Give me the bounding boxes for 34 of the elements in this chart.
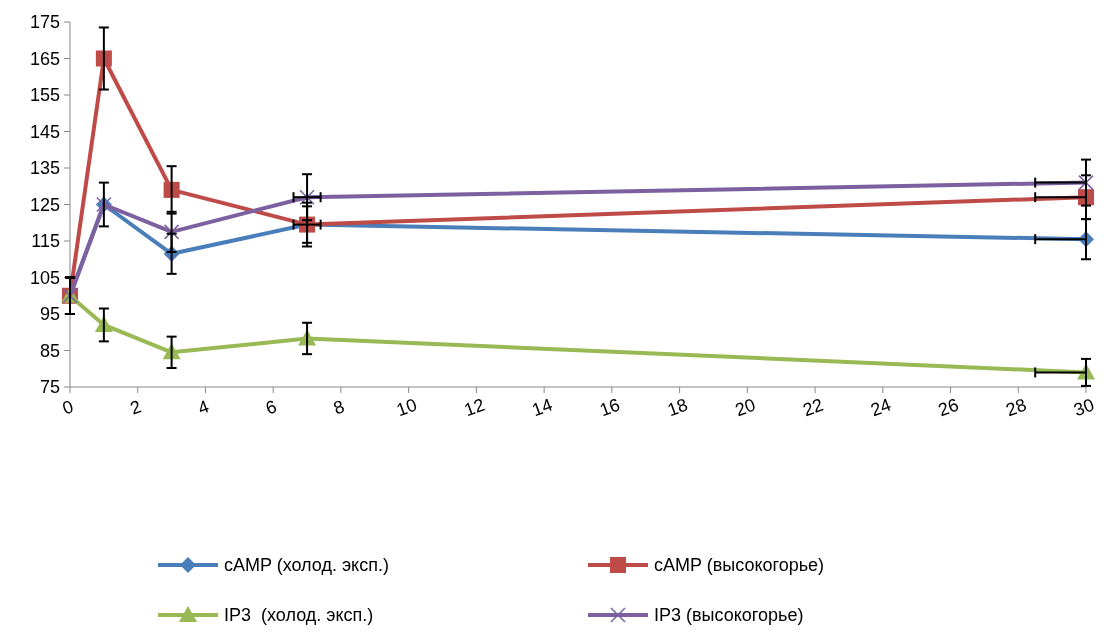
x-tick-label: 26 xyxy=(935,394,962,421)
y-tick-label: 155 xyxy=(29,85,60,106)
x-tick-label: 28 xyxy=(1003,394,1030,421)
x-tick-label: 22 xyxy=(800,394,826,421)
x-tick-label: 2 xyxy=(127,396,144,419)
x-tick-label: 18 xyxy=(664,394,691,421)
y-tick-label: 135 xyxy=(29,158,60,179)
point xyxy=(299,189,315,205)
x-tick-label: 24 xyxy=(867,394,894,421)
x-tick-label: 4 xyxy=(195,396,212,419)
x-tick-label: 14 xyxy=(529,394,555,421)
y-tick-label: 145 xyxy=(29,121,60,142)
y-tick-label: 75 xyxy=(39,377,60,398)
x-tick-label: 20 xyxy=(732,394,759,421)
y-tick-label: 175 xyxy=(29,12,60,33)
point xyxy=(1078,174,1094,191)
legend-label: cAMP (холод. эксп.) xyxy=(224,555,389,576)
y-tick-label: 115 xyxy=(31,231,60,252)
point xyxy=(163,224,180,240)
y-tick-label: 165 xyxy=(29,48,60,69)
y-tick-label: 95 xyxy=(39,304,60,325)
x-tick-label: 8 xyxy=(330,396,348,419)
y-tick-label: 85 xyxy=(39,340,60,361)
x-tick-label: 6 xyxy=(263,396,280,419)
x-tick-label: 0 xyxy=(59,396,77,419)
legend-label: IP3 (высокогорье) xyxy=(654,605,804,626)
legend-label: cAMP (высокогорье) xyxy=(654,555,825,576)
x-tick-label: 16 xyxy=(596,394,623,421)
y-tick-label: 125 xyxy=(29,194,60,215)
legend-label: IP3 (холод. эксп.) xyxy=(224,605,374,626)
x-tick-label: 30 xyxy=(1071,394,1097,421)
x-tick-label: 12 xyxy=(461,394,488,421)
y-tick-label: 105 xyxy=(29,267,60,288)
x-tick-label: 10 xyxy=(393,394,420,421)
